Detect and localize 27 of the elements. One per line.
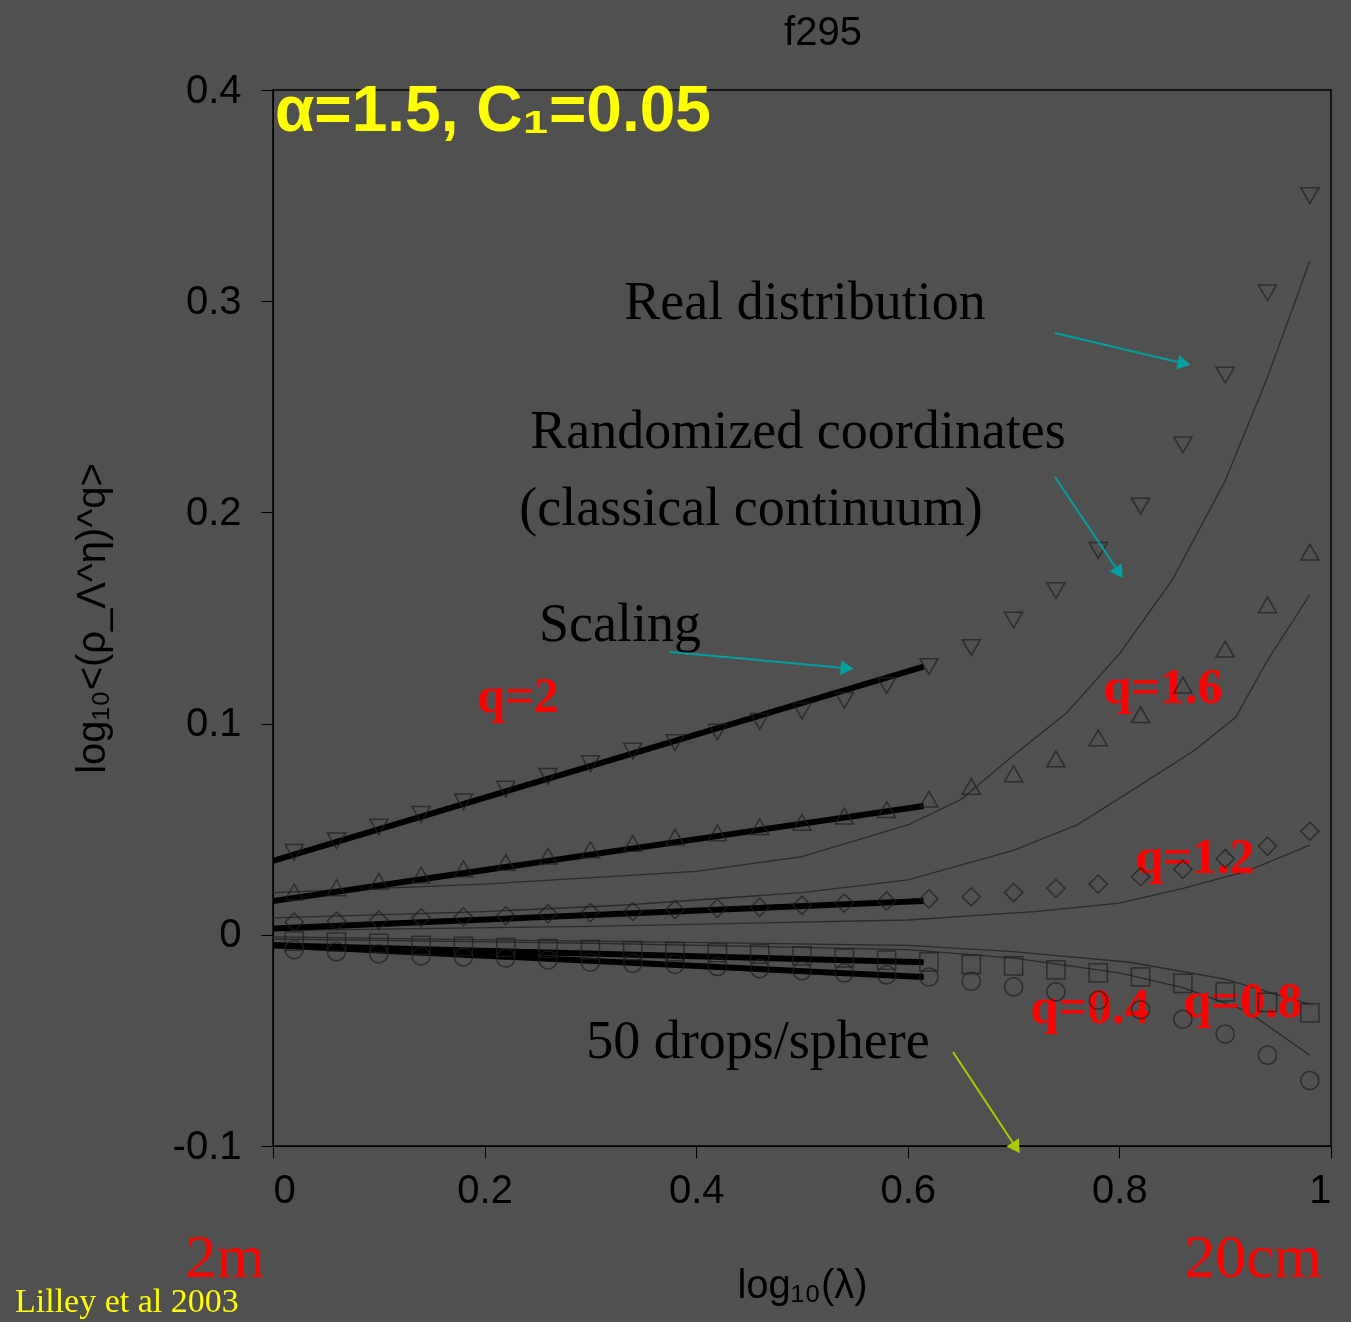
x-tick-label: 1	[1309, 1166, 1332, 1211]
series-label: q=0.4	[1030, 978, 1150, 1034]
text: 20cm	[1184, 1222, 1322, 1290]
annotation: Scaling	[539, 593, 701, 653]
series-label: q=1.2	[1135, 828, 1255, 884]
x-tick-label: 0.2	[457, 1166, 513, 1211]
x-tick-label: 0.4	[668, 1166, 725, 1211]
y-tick-label: 0.1	[185, 700, 242, 745]
y-tick-label: 0.4	[185, 66, 242, 111]
x-tick-label: 0	[273, 1166, 296, 1211]
series-label: q=2	[477, 667, 559, 723]
chart-title: α=1.5, C₁=0.05	[275, 73, 711, 145]
annotation: 50 drops/sphere	[586, 1010, 930, 1070]
x-axis-title: log₁₀(λ)	[737, 1261, 868, 1306]
x-tick-label: 0.8	[1092, 1166, 1148, 1211]
annotation: Randomized coordinates	[530, 400, 1066, 460]
y-tick-label: -0.1	[172, 1122, 242, 1167]
series-label: q=0.8	[1183, 972, 1303, 1028]
x-tick-label: 0.6	[880, 1166, 937, 1211]
y-axis-title: log₁₀<(ρ_Λ^η)^q>	[68, 463, 113, 774]
annotation: (classical continuum)	[519, 477, 983, 537]
y-tick-label: 0.2	[185, 488, 242, 533]
annotation: Real distribution	[624, 271, 986, 331]
y-tick-label: 0.3	[185, 277, 242, 322]
text: f295	[784, 9, 862, 53]
series-label: q=1.6	[1103, 658, 1223, 714]
y-tick-label: 0	[219, 911, 242, 956]
